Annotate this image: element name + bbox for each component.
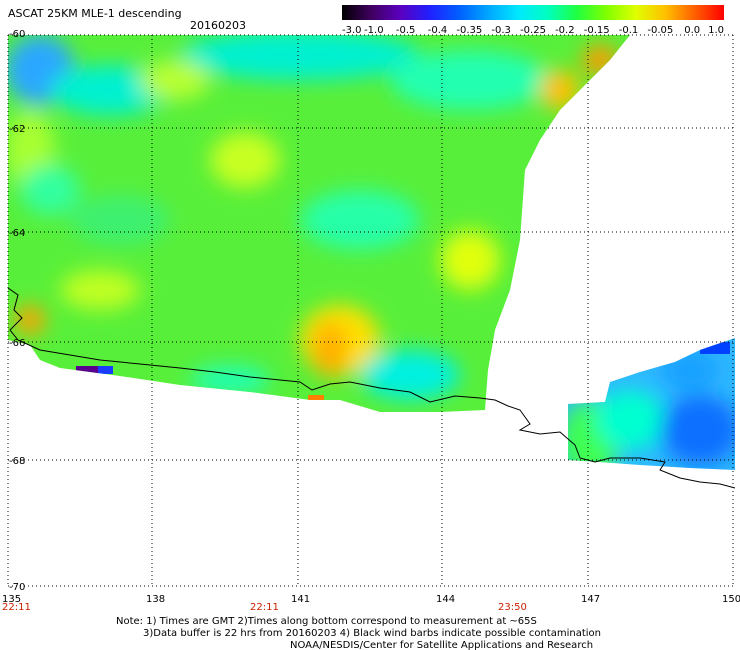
colorbar: -3.0 -1.0 -0.5 -0.4 -0.35 -0.3 -0.25 -0.2 -0.15-… <box>342 5 724 36</box>
colorbar-label: -3.0 <box>342 25 362 36</box>
lat-label: -60 <box>9 29 25 40</box>
colorbar-strip <box>342 5 724 20</box>
lat-label: -64 <box>9 228 25 239</box>
lon-label: 135 <box>2 594 21 605</box>
note-line-1: Note: 1) Times are GMT 2)Times along bot… <box>116 616 537 627</box>
header: ASCAT 25KM MLE-1 descending 20160203 <box>8 7 246 32</box>
note-line-2: 3)Data buffer is 22 hrs from 20160203 4)… <box>143 628 601 639</box>
lon-label: 147 <box>581 594 600 605</box>
lon-label: 144 <box>436 594 455 605</box>
colorbar-labels: -3.0 -1.0 -0.5 -0.4 -0.35 -0.3 -0.25 -0.2 -0.15-… <box>342 25 724 36</box>
colorbar-label: -0.5 <box>396 25 416 36</box>
lat-label: -62 <box>9 124 25 135</box>
time-labels: 22:11 22:11 23:50 <box>2 602 527 613</box>
colorbar-label: -0.2 <box>555 25 575 36</box>
time-label: 22:11 <box>250 602 279 613</box>
colorbar-label: 1.0 <box>708 25 724 36</box>
longitude-labels: 135 138 141 144 147 150 <box>2 594 740 605</box>
lat-label: -66 <box>9 338 25 349</box>
colorbar-label: -1.0 <box>364 25 384 36</box>
data-swath-west <box>8 35 630 412</box>
colorbar-label: -0.05 <box>647 25 673 36</box>
lon-label: 141 <box>291 594 310 605</box>
colorbar-label: -0.1 <box>619 25 639 36</box>
lat-label: -68 <box>9 456 25 467</box>
lat-label: -70 <box>9 582 25 593</box>
colorbar-label: -0.35 <box>456 25 482 36</box>
coastline <box>7 287 736 489</box>
colorbar-label: -0.4 <box>428 25 448 36</box>
map-title: ASCAT 25KM MLE-1 descending <box>8 7 182 20</box>
colorbar-label: -0.15 <box>584 25 610 36</box>
colorbar-label: -0.3 <box>491 25 511 36</box>
note-line-3: NOAA/NESDIS/Center for Satellite Applica… <box>290 640 593 650</box>
data-swath-east <box>568 338 735 470</box>
time-label: 23:50 <box>498 602 527 613</box>
colorbar-label: 0.0 <box>684 25 700 36</box>
lon-label: 150 <box>722 594 740 605</box>
time-label: 22:11 <box>2 602 31 613</box>
map-date: 20160203 <box>190 19 246 32</box>
colorbar-label: -0.25 <box>520 25 546 36</box>
lon-label: 138 <box>146 594 165 605</box>
latitude-labels: -60 -62 -64 -66 -68 -70 <box>9 29 25 593</box>
footer-notes: Note: 1) Times are GMT 2)Times along bot… <box>116 616 601 650</box>
